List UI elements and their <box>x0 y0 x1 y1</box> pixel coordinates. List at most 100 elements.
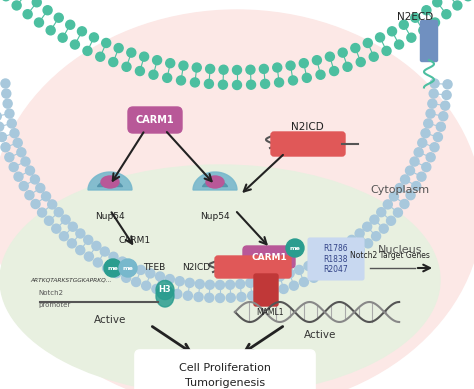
Circle shape <box>54 13 63 22</box>
Polygon shape <box>202 180 228 187</box>
Circle shape <box>52 224 61 233</box>
FancyBboxPatch shape <box>215 256 291 278</box>
Ellipse shape <box>0 165 440 389</box>
Circle shape <box>58 33 67 42</box>
Text: Active: Active <box>94 315 126 325</box>
Circle shape <box>93 258 102 267</box>
Circle shape <box>7 119 16 128</box>
Circle shape <box>414 148 423 157</box>
Circle shape <box>122 62 131 71</box>
Text: R1786: R1786 <box>324 244 348 252</box>
Circle shape <box>286 61 295 70</box>
Circle shape <box>417 172 426 181</box>
Circle shape <box>433 0 442 7</box>
Text: Active: Active <box>304 330 336 340</box>
Circle shape <box>399 20 408 29</box>
Circle shape <box>109 58 118 67</box>
Circle shape <box>162 287 171 296</box>
Circle shape <box>90 33 99 42</box>
Circle shape <box>343 62 352 71</box>
Circle shape <box>42 192 51 201</box>
Text: Cell Proliferation: Cell Proliferation <box>179 363 271 373</box>
Circle shape <box>424 119 433 128</box>
Ellipse shape <box>206 176 224 188</box>
FancyBboxPatch shape <box>243 246 295 268</box>
Circle shape <box>442 10 451 19</box>
Circle shape <box>84 235 93 244</box>
Circle shape <box>127 261 136 270</box>
Circle shape <box>286 239 304 257</box>
Circle shape <box>319 269 328 278</box>
Circle shape <box>137 265 146 274</box>
Text: N2ICD: N2ICD <box>291 122 323 132</box>
Circle shape <box>312 56 321 65</box>
Circle shape <box>428 99 437 108</box>
Circle shape <box>233 65 241 75</box>
Circle shape <box>127 48 136 57</box>
Text: R1838: R1838 <box>324 254 348 263</box>
Circle shape <box>273 63 282 72</box>
Circle shape <box>5 109 14 118</box>
Circle shape <box>304 261 313 270</box>
Circle shape <box>328 264 337 273</box>
Circle shape <box>1 0 10 1</box>
Circle shape <box>411 13 420 22</box>
Circle shape <box>43 6 52 15</box>
Circle shape <box>401 175 410 184</box>
Circle shape <box>364 239 373 248</box>
Circle shape <box>140 52 149 61</box>
Circle shape <box>146 269 155 278</box>
Circle shape <box>68 222 77 231</box>
Text: TFEB: TFEB <box>143 263 165 273</box>
Circle shape <box>100 247 109 256</box>
Circle shape <box>185 279 194 287</box>
Circle shape <box>61 215 70 224</box>
Circle shape <box>338 48 347 57</box>
Circle shape <box>216 293 225 303</box>
Circle shape <box>377 208 386 217</box>
Circle shape <box>216 280 225 289</box>
Circle shape <box>247 291 256 300</box>
Circle shape <box>259 65 268 74</box>
Circle shape <box>14 172 23 181</box>
Ellipse shape <box>101 176 119 188</box>
Circle shape <box>77 27 86 36</box>
Circle shape <box>204 79 213 88</box>
Circle shape <box>300 277 309 286</box>
Circle shape <box>442 91 451 100</box>
Circle shape <box>142 281 151 290</box>
Circle shape <box>388 27 397 36</box>
Circle shape <box>407 33 416 42</box>
Circle shape <box>443 80 452 89</box>
Circle shape <box>441 101 450 110</box>
Circle shape <box>337 258 346 267</box>
Circle shape <box>26 166 35 175</box>
Circle shape <box>372 232 381 241</box>
Circle shape <box>76 246 85 255</box>
Circle shape <box>206 65 215 74</box>
Circle shape <box>102 264 111 273</box>
Circle shape <box>165 275 174 284</box>
Circle shape <box>346 252 356 261</box>
Circle shape <box>179 61 188 70</box>
Circle shape <box>25 191 34 200</box>
Circle shape <box>422 163 431 172</box>
Circle shape <box>430 143 439 152</box>
Circle shape <box>363 39 372 47</box>
Circle shape <box>32 0 41 7</box>
Text: N2ICD: N2ICD <box>182 263 210 273</box>
Circle shape <box>422 6 431 15</box>
Circle shape <box>226 280 235 289</box>
Circle shape <box>112 269 121 278</box>
Circle shape <box>331 247 340 256</box>
Text: promoter: promoter <box>38 302 70 308</box>
Circle shape <box>35 18 44 27</box>
Circle shape <box>92 242 101 251</box>
Text: ARTKQTARKSTGGKAPRKQ...: ARTKQTARKSTGGKAPRKQ... <box>30 277 111 282</box>
Circle shape <box>426 109 435 118</box>
Circle shape <box>274 78 283 87</box>
Circle shape <box>406 166 414 175</box>
Text: me: me <box>290 245 301 251</box>
Circle shape <box>175 277 184 286</box>
Circle shape <box>109 252 118 261</box>
